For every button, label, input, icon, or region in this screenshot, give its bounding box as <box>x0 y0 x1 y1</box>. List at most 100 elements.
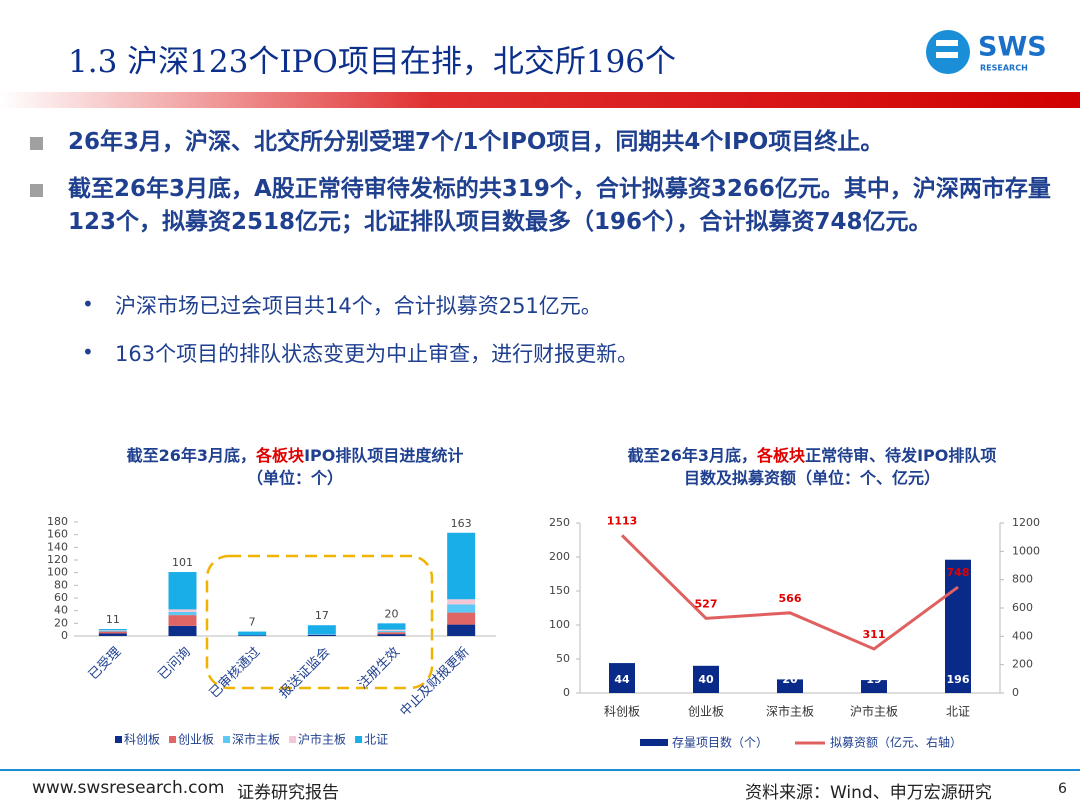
legend-label: 拟募资额（亿元、右轴） <box>830 735 962 750</box>
sub-bullet: 沪深市场已过会项目共14个，合计拟募资251亿元。 <box>115 294 602 318</box>
y-tick-label: 150 <box>549 584 570 597</box>
sub-bullet-icon: • <box>82 292 94 316</box>
bar-segment <box>98 633 127 636</box>
legend-label: 深市主板 <box>232 732 280 747</box>
bullet-icon <box>30 184 43 197</box>
bar-segment <box>168 609 197 612</box>
y-tick-label: 20 <box>54 616 68 629</box>
bar <box>777 679 803 693</box>
x-tick-label: 已受理 <box>86 645 124 683</box>
legend-swatch <box>640 739 668 746</box>
x-tick-label: 沪市主板 <box>850 704 898 719</box>
chart-title: 截至26年3月底，各板块IPO排队项目进度统计 <box>127 446 464 465</box>
y-tick-label: 0 <box>563 686 570 699</box>
value-label: 196 <box>947 673 970 686</box>
x-tick-label: 注册生效 <box>355 645 402 692</box>
page-number: 6 <box>1058 781 1067 797</box>
value-label: 44 <box>614 673 630 686</box>
bar-segment <box>168 611 197 616</box>
y-tick-label: 180 <box>47 515 68 528</box>
y2-tick-label: 800 <box>1012 573 1033 586</box>
footer-source: 资料来源：Wind、申万宏源研究 <box>745 783 992 803</box>
x-tick-label: 中止及财报更新 <box>397 644 473 720</box>
bar-segment <box>447 624 476 636</box>
bar-segment <box>377 629 406 631</box>
bar-segment <box>377 634 406 636</box>
bar-segment <box>168 572 197 610</box>
chart-title-part: 各板块 <box>756 446 806 465</box>
legend-swatch <box>169 736 177 743</box>
bar-segment <box>98 630 127 632</box>
bar-segment <box>447 604 476 613</box>
bar <box>693 665 719 693</box>
y-tick-label: 120 <box>47 553 68 566</box>
chart-subtitle: （单位：个） <box>247 469 343 488</box>
value-label: 748 <box>947 566 970 579</box>
legend-label: 北证 <box>364 733 388 747</box>
legend-swatch <box>115 736 122 743</box>
chart-title-part: 截至26年3月底， <box>628 446 757 465</box>
total-label: 11 <box>106 613 120 626</box>
bar-segment <box>98 631 127 634</box>
total-label: 7 <box>249 616 256 629</box>
highlight-box <box>205 554 434 690</box>
chart-title-part: 各板块 <box>255 446 305 465</box>
bar <box>609 663 635 693</box>
value-label: 20 <box>782 673 798 686</box>
total-label: 101 <box>172 556 193 569</box>
bar-segment <box>168 625 197 636</box>
bullet: 截至26年3月底，A股正常待审待发标的共319个，合计拟募资3266亿元。其中，… <box>68 176 1051 235</box>
x-tick-label: 已问询 <box>156 645 194 683</box>
bar-segment <box>377 632 406 635</box>
bar-segment <box>307 634 336 636</box>
total-label: 17 <box>315 609 329 622</box>
x-tick-label: 科创板 <box>604 705 640 719</box>
value-label: 19 <box>866 673 881 686</box>
chart-title-part: IPO排队项目进度统计 <box>304 446 463 465</box>
x-tick-label: 北证 <box>946 705 970 719</box>
chart-subtitle: 目数及拟募资额（单位：个、亿元） <box>684 469 940 488</box>
legend-label: 沪市主板 <box>298 732 346 747</box>
x-tick-label: 报送证监会 <box>277 645 334 702</box>
y2-tick-label: 1000 <box>1012 544 1040 557</box>
header-bar <box>0 92 1080 108</box>
y2-tick-label: 400 <box>1012 629 1033 642</box>
sub-bullet: 163个项目的排队状态变更为中止审查，进行财报更新。 <box>115 342 639 366</box>
bar-segment <box>307 634 336 635</box>
bar-segment <box>238 631 267 636</box>
logo-stripe <box>936 40 958 46</box>
legend-label: 存量项目数（个） <box>672 735 768 750</box>
bullet: 26年3月，沪深、北交所分别受理7个/1个IPO项目，同期共4个IPO项目终止。 <box>68 129 884 155</box>
legend-label: 科创板 <box>124 733 160 747</box>
y-tick-label: 60 <box>54 591 68 604</box>
legend-label: 创业板 <box>178 733 214 747</box>
line <box>620 534 959 651</box>
bar <box>861 680 887 693</box>
chart-title-part: 正常待审、待发IPO排队项 <box>805 446 996 465</box>
value-label: 40 <box>698 673 714 686</box>
y2-tick-label: 200 <box>1012 658 1033 671</box>
bar-segment <box>447 612 476 625</box>
logo-text: SWS <box>978 32 1047 63</box>
legend-swatch <box>289 736 297 743</box>
bar <box>945 559 971 693</box>
x-tick-label: 已审核通过 <box>207 645 264 702</box>
y-tick-label: 250 <box>549 516 570 529</box>
y-tick-label: 100 <box>549 618 570 631</box>
chart-title: 截至26年3月底，各板块正常待审、待发IPO排队项 <box>628 446 997 465</box>
bar-segment <box>447 532 476 600</box>
logo-sub: RESEARCH <box>980 64 1028 73</box>
bar-segment <box>377 630 406 633</box>
footer-website: www.swsresearch.com <box>32 778 225 798</box>
bar-segment <box>238 635 267 636</box>
value-label: 1113 <box>607 514 638 527</box>
y-tick-label: 0 <box>61 629 68 642</box>
bar-segment <box>447 599 476 605</box>
footer-report: 证券研究报告 <box>237 783 339 803</box>
y-tick-label: 100 <box>47 566 68 579</box>
chart-title-part: 截至26年3月底， <box>127 446 256 465</box>
legend-swatch <box>355 736 363 743</box>
bar-segment <box>98 630 127 631</box>
